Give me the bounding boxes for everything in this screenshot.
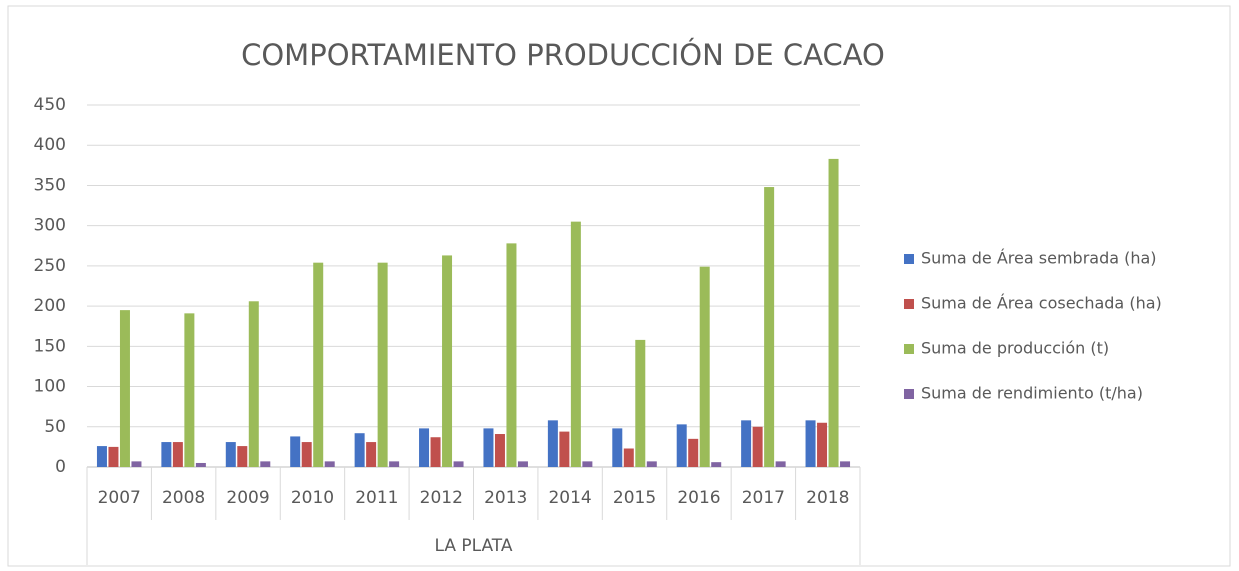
bar bbox=[389, 461, 400, 467]
legend-label: Suma de Área cosechada (ha) bbox=[921, 294, 1162, 313]
bar bbox=[635, 339, 646, 467]
bar bbox=[775, 461, 786, 467]
x-tick-label: 2017 bbox=[742, 488, 785, 508]
bar bbox=[676, 424, 687, 467]
y-tick-label: 250 bbox=[34, 256, 66, 276]
bar bbox=[430, 437, 441, 467]
bar bbox=[805, 420, 816, 467]
legend-label: Suma de rendimiento (t/ha) bbox=[921, 384, 1143, 403]
x-tick-label: 2016 bbox=[677, 488, 720, 508]
group-label: LA PLATA bbox=[434, 536, 512, 556]
bar bbox=[301, 442, 312, 467]
bar bbox=[161, 442, 172, 467]
y-tick-label: 0 bbox=[55, 457, 66, 477]
bar bbox=[377, 262, 388, 467]
bar bbox=[324, 461, 335, 467]
y-tick-label: 450 bbox=[34, 95, 66, 115]
y-tick-label: 400 bbox=[34, 135, 66, 155]
y-tick-label: 150 bbox=[34, 336, 66, 356]
bar bbox=[119, 310, 130, 467]
bar bbox=[195, 462, 206, 467]
bar bbox=[108, 446, 119, 467]
chart-border bbox=[7, 5, 1231, 567]
bar bbox=[131, 461, 142, 467]
bar bbox=[237, 446, 248, 467]
bar bbox=[96, 446, 107, 467]
bar bbox=[711, 462, 722, 467]
x-tick-label: 2014 bbox=[548, 488, 591, 508]
y-tick-label: 100 bbox=[34, 377, 66, 397]
y-tick-label: 200 bbox=[34, 296, 66, 316]
x-tick-label: 2007 bbox=[98, 488, 141, 508]
legend-swatch bbox=[904, 299, 914, 309]
bar bbox=[172, 442, 183, 467]
bar bbox=[517, 461, 528, 467]
bar bbox=[570, 221, 581, 467]
bar bbox=[419, 428, 430, 467]
bar bbox=[442, 255, 453, 467]
bar bbox=[623, 448, 634, 467]
bar bbox=[752, 426, 763, 467]
bar bbox=[582, 461, 593, 467]
bar bbox=[290, 436, 301, 467]
bar bbox=[688, 438, 699, 467]
bar bbox=[366, 442, 377, 467]
bar bbox=[260, 461, 271, 467]
bar bbox=[646, 461, 657, 467]
bar bbox=[840, 461, 851, 467]
bar bbox=[184, 313, 195, 467]
bar bbox=[828, 158, 839, 468]
bar bbox=[559, 431, 570, 467]
bar bbox=[612, 428, 623, 467]
x-tick-label: 2010 bbox=[291, 488, 334, 508]
bar bbox=[225, 442, 236, 467]
legend-label: Suma de Área sembrada (ha) bbox=[921, 249, 1157, 268]
legend-label: Suma de producción (t) bbox=[921, 339, 1109, 358]
bar bbox=[494, 434, 505, 467]
legend-swatch bbox=[904, 254, 914, 264]
x-tick-label: 2015 bbox=[613, 488, 656, 508]
x-tick-label: 2012 bbox=[420, 488, 463, 508]
y-tick-label: 350 bbox=[34, 175, 66, 195]
bar bbox=[248, 301, 259, 467]
bar bbox=[547, 420, 558, 467]
bar bbox=[313, 262, 324, 467]
x-tick-label: 2013 bbox=[484, 488, 527, 508]
legend-swatch bbox=[904, 344, 914, 354]
bar bbox=[483, 428, 494, 467]
bar bbox=[506, 243, 517, 467]
bar bbox=[453, 461, 464, 467]
x-tick-label: 2009 bbox=[226, 488, 269, 508]
x-tick-label: 2008 bbox=[162, 488, 205, 508]
bar bbox=[354, 433, 365, 467]
x-tick-label: 2018 bbox=[806, 488, 849, 508]
chart-title: COMPORTAMIENTO PRODUCCIÓN DE CACAO bbox=[241, 38, 885, 72]
bar bbox=[817, 422, 828, 467]
legend-swatch bbox=[904, 389, 914, 399]
bar bbox=[741, 420, 752, 467]
x-tick-label: 2011 bbox=[355, 488, 398, 508]
bar bbox=[764, 187, 775, 467]
bar bbox=[699, 266, 710, 467]
y-tick-label: 50 bbox=[44, 417, 66, 437]
y-tick-label: 300 bbox=[34, 216, 66, 236]
